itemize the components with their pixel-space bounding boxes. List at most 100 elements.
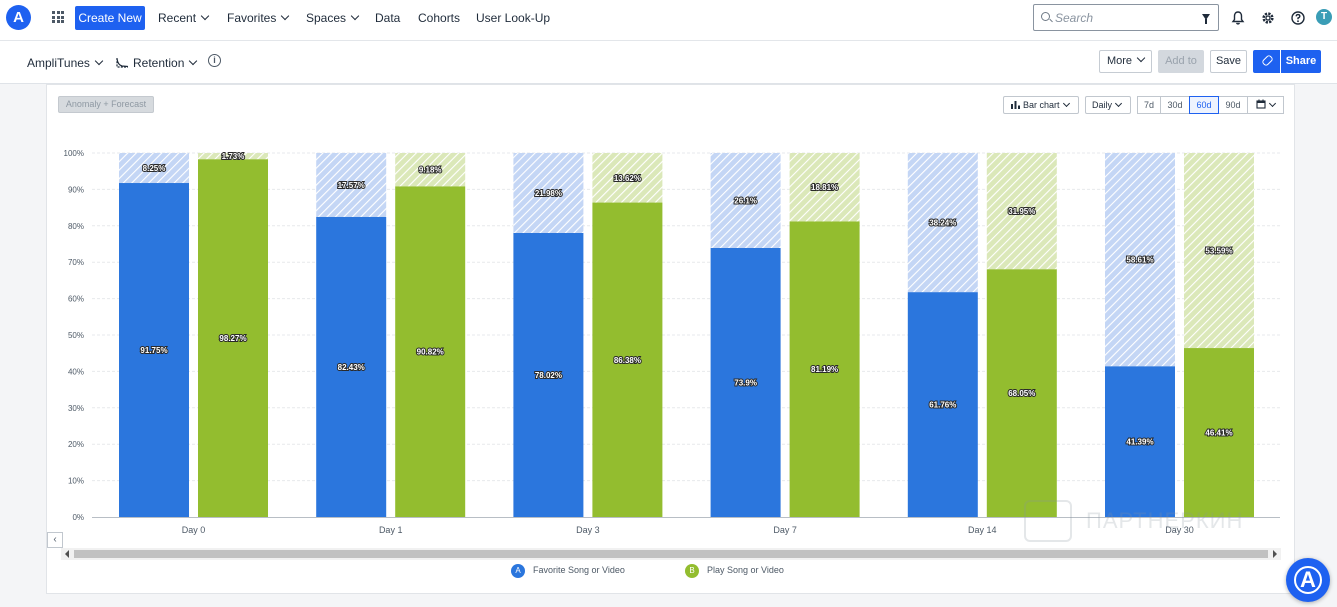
watermark: ПАРТНЕРКИН — [1024, 500, 1284, 550]
bar-value-label: 68.05% — [1008, 389, 1035, 398]
legend-item-b[interactable]: B Play Song or Video — [685, 563, 784, 578]
y-tick-label: 30% — [68, 404, 84, 413]
nav-user-look-up[interactable]: User Look-Up — [476, 11, 551, 25]
nav-data[interactable]: Data — [375, 11, 401, 25]
search-icon — [1041, 12, 1050, 21]
scroll-left-arrow-icon[interactable] — [65, 550, 69, 558]
create-new-button[interactable]: Create New — [75, 6, 145, 30]
retention-remainder-bar — [789, 153, 860, 222]
retention-remainder-bar — [1184, 153, 1254, 349]
interval-selector[interactable]: Daily — [1085, 96, 1131, 114]
chart-kind-selector[interactable]: Bar chart — [1003, 96, 1079, 114]
y-tick-label: 0% — [72, 513, 84, 522]
retention-bar — [1184, 348, 1254, 517]
assistant-launcher-button[interactable]: A — [1286, 558, 1330, 602]
nav-spaces[interactable]: Spaces — [306, 11, 360, 25]
info-icon[interactable]: i — [208, 54, 221, 67]
project-selector[interactable]: AmpliTunes — [27, 56, 104, 70]
top-navigation-bar: A Create New Recent Favorites Spaces Dat… — [0, 0, 1337, 41]
chart-bars: 91.75% 8.25% 98.27% 1.73% 82.43% 17.57% 90.82%… — [119, 151, 1254, 518]
legend-badge-b: B — [685, 563, 699, 578]
bar-remainder-label: 13.62% — [614, 174, 641, 183]
settings-gear-icon[interactable] — [1260, 10, 1276, 26]
nav-cohorts[interactable]: Cohorts — [418, 11, 461, 25]
help-icon[interactable] — [1290, 10, 1306, 26]
scrollbar-thumb[interactable] — [74, 550, 1268, 558]
watermark-logo-icon — [1024, 500, 1072, 542]
retention-bar — [395, 186, 466, 517]
retention-remainder-bar — [395, 153, 466, 187]
copy-link-button[interactable] — [1253, 50, 1280, 73]
bar-remainder-label: 18.81% — [811, 183, 838, 192]
bar-value-label: 90.82% — [417, 348, 444, 357]
y-axis: 0% 10% 20% 30% 40% 50% 60% 70% 80% 90% 100% — [64, 149, 84, 522]
user-avatar[interactable]: T — [1316, 9, 1332, 25]
retention-bar — [513, 233, 584, 517]
retention-remainder-bar — [513, 153, 584, 234]
share-button[interactable]: Share — [1281, 50, 1321, 73]
chart-header-bar: AmpliTunes Retention i More Add to Save … — [0, 41, 1337, 84]
retention-remainder-bar — [907, 153, 978, 293]
horizontal-scrollbar[interactable] — [61, 548, 1281, 560]
bar-remainder-label: 1.73% — [222, 152, 245, 161]
bar-value-label: 61.76% — [929, 401, 956, 410]
bar-chart-icon — [1011, 101, 1020, 109]
notifications-bell-icon[interactable] — [1230, 10, 1246, 26]
custom-date-range-button[interactable] — [1247, 96, 1284, 114]
retention-bar — [592, 202, 663, 518]
chart-gridlines — [92, 152, 1280, 518]
x-category-label: Day 7 — [773, 525, 797, 535]
y-tick-label: 70% — [68, 258, 84, 267]
anomaly-forecast-button[interactable]: Anomaly + Forecast — [58, 96, 154, 113]
bar-remainder-label: 38.24% — [929, 219, 956, 228]
y-tick-label: 10% — [68, 477, 84, 486]
search-input[interactable] — [1055, 10, 1195, 26]
bar-remainder-label: 9.18% — [419, 166, 442, 175]
apps-grid-icon[interactable] — [52, 11, 64, 23]
retention-bar — [710, 248, 781, 517]
bar-value-label: 78.02% — [535, 371, 562, 380]
legend-item-a[interactable]: A Favorite Song or Video — [511, 563, 625, 578]
bar-value-label: 73.9% — [734, 379, 757, 388]
bar-remainder-label: 53.59% — [1205, 247, 1232, 256]
bar-remainder-label: 8.25% — [143, 164, 166, 173]
retention-remainder-bar — [316, 153, 387, 217]
calendar-icon — [1256, 99, 1266, 109]
chart-type-selector[interactable]: Retention — [116, 56, 198, 70]
save-button[interactable]: Save — [1210, 50, 1247, 73]
retention-remainder-bar — [198, 153, 268, 160]
scroll-right-arrow-icon[interactable] — [1273, 550, 1277, 558]
more-button[interactable]: More — [1099, 50, 1152, 73]
retention-bar — [119, 183, 189, 517]
y-tick-label: 80% — [68, 222, 84, 231]
x-category-label: Day 3 — [576, 525, 600, 535]
add-to-button[interactable]: Add to — [1158, 50, 1204, 73]
y-tick-label: 100% — [64, 149, 84, 158]
retention-icon — [116, 58, 129, 68]
bar-value-label: 46.41% — [1205, 429, 1232, 438]
y-tick-label: 90% — [68, 185, 84, 194]
retention-bar — [789, 221, 860, 518]
x-category-label: Day 0 — [182, 525, 206, 535]
bar-remainder-label: 58.61% — [1126, 256, 1153, 265]
y-tick-label: 60% — [68, 295, 84, 304]
bar-value-label: 86.38% — [614, 356, 641, 365]
retention-bar — [907, 292, 978, 517]
chevron-left-icon[interactable]: ‹ — [47, 532, 63, 548]
x-category-label: Day 30 — [1165, 525, 1194, 535]
retention-bar — [986, 269, 1057, 517]
y-tick-label: 40% — [68, 367, 84, 376]
nav-favorites[interactable]: Favorites — [227, 11, 290, 25]
filter-icon[interactable] — [1202, 14, 1210, 24]
retention-bar — [1105, 366, 1175, 517]
range-30d-button[interactable]: 30d — [1160, 96, 1190, 114]
bar-value-label: 91.75% — [140, 346, 167, 355]
retention-remainder-bar — [119, 153, 189, 184]
retention-remainder-bar — [710, 153, 781, 249]
legend-badge-a: A — [511, 563, 525, 578]
amplitude-logo[interactable]: A — [6, 5, 31, 30]
nav-recent[interactable]: Recent — [158, 11, 210, 25]
range-60d-button[interactable]: 60d — [1189, 96, 1219, 114]
retention-remainder-bar — [986, 153, 1057, 270]
